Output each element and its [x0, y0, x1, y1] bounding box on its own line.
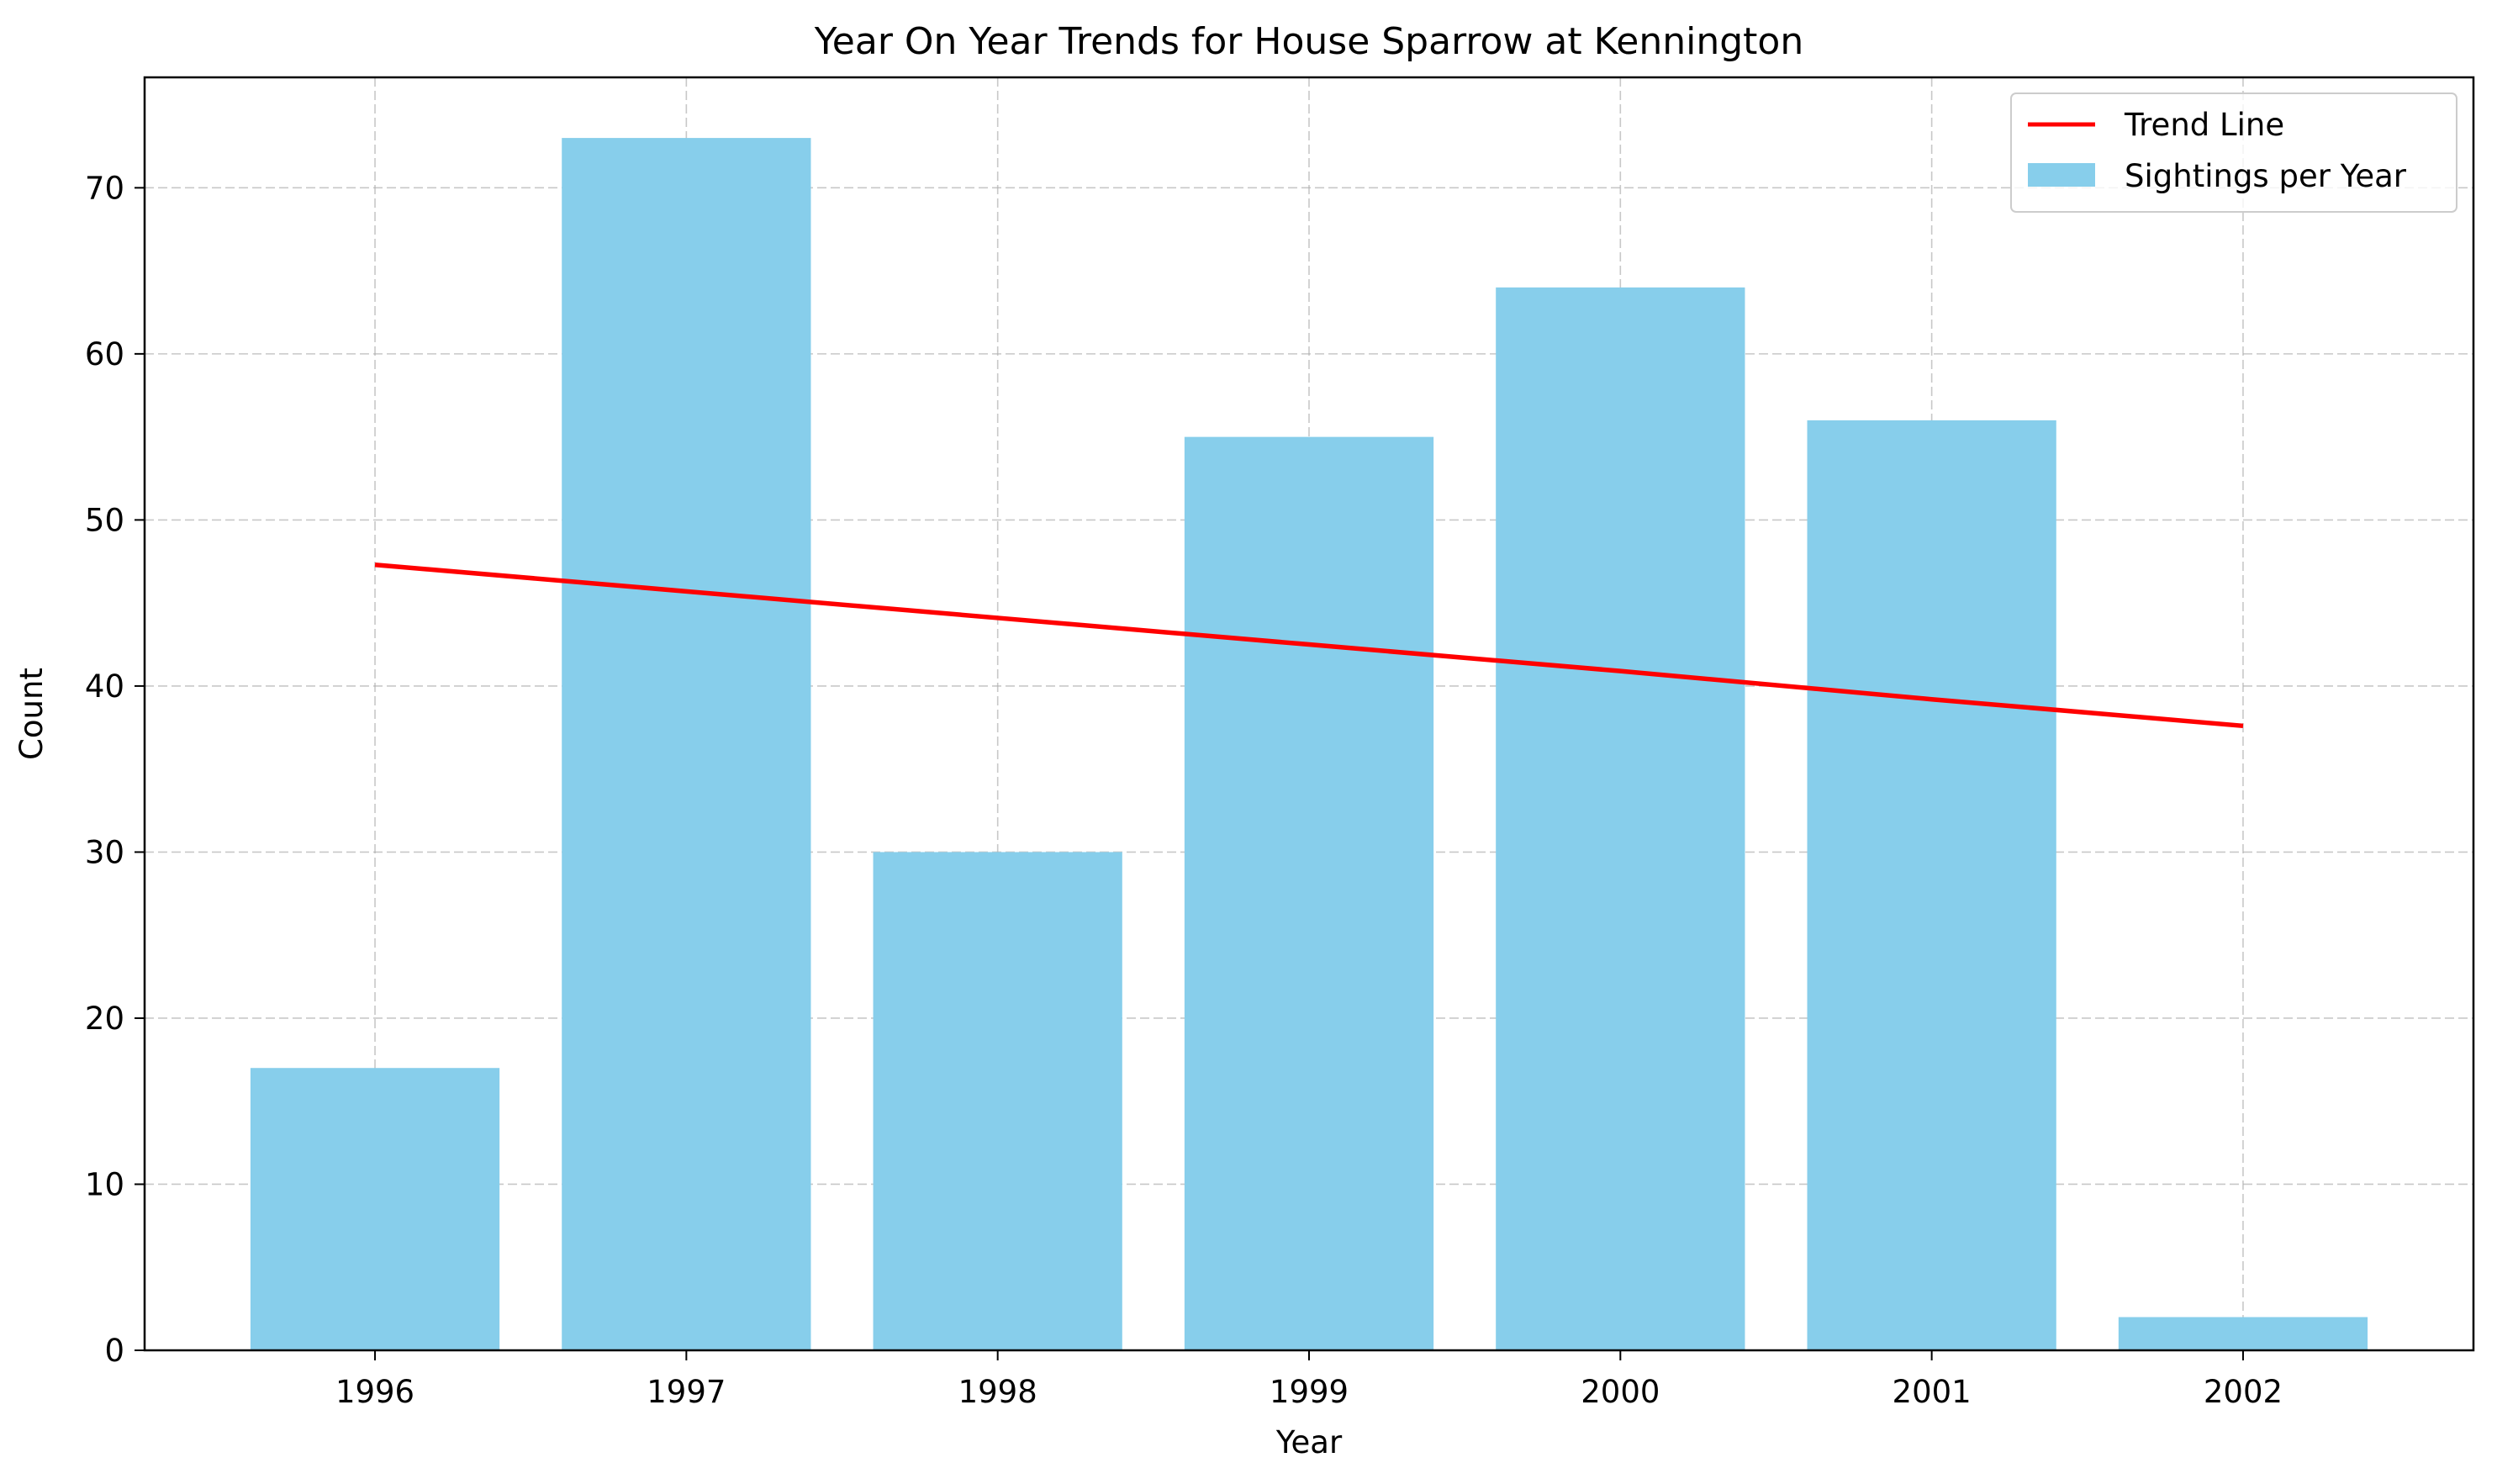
- x-tick-label: 1998: [958, 1374, 1037, 1410]
- x-tick-label: 1997: [647, 1374, 726, 1410]
- trend-line-layer: [374, 562, 2244, 729]
- bar-2002: [2118, 1317, 2368, 1350]
- legend-bar-swatch: [2028, 163, 2095, 187]
- x-tick-label: 1996: [335, 1374, 414, 1410]
- bar-1999: [1184, 436, 1434, 1350]
- x-tick-label: 2002: [2204, 1374, 2283, 1410]
- x-tick-label: 2001: [1893, 1374, 1972, 1410]
- y-tick-label: 70: [85, 170, 124, 206]
- bars: [250, 138, 2368, 1351]
- x-tick-label: 2000: [1581, 1374, 1660, 1410]
- legend-box: [2010, 92, 2457, 213]
- y-axis-label: Count: [13, 668, 50, 760]
- y-tick-label: 30: [85, 834, 124, 870]
- trend-line: [374, 562, 2244, 729]
- y-tick-label: 0: [104, 1333, 124, 1369]
- bar-1996: [250, 1068, 500, 1350]
- y-tick-label: 60: [85, 336, 124, 372]
- legend-bar-label: Sightings per Year: [2125, 158, 2407, 194]
- legend-trend-line-label: Trend Line: [2124, 107, 2284, 143]
- y-tick-label: 20: [85, 1001, 124, 1037]
- y-tick-label: 40: [85, 668, 124, 705]
- chart-title: Year On Year Trends for House Sparrow at…: [814, 20, 1803, 63]
- y-tick-label: 10: [85, 1166, 124, 1202]
- bar-2001: [1807, 420, 2056, 1350]
- bar-1997: [562, 138, 811, 1351]
- y-tick-label: 50: [85, 502, 124, 538]
- bar-1998: [873, 852, 1122, 1350]
- bar-2000: [1496, 287, 1745, 1351]
- axis-ticks: 1996 1997 1998 1999 2000 2001 2002 0 10 20 30 40 50 6…: [85, 170, 2283, 1410]
- x-tick-label: 1999: [1270, 1374, 1349, 1410]
- legend: Trend Line Sightings per Year: [2010, 92, 2457, 213]
- x-axis-label: Year: [1275, 1424, 1343, 1460]
